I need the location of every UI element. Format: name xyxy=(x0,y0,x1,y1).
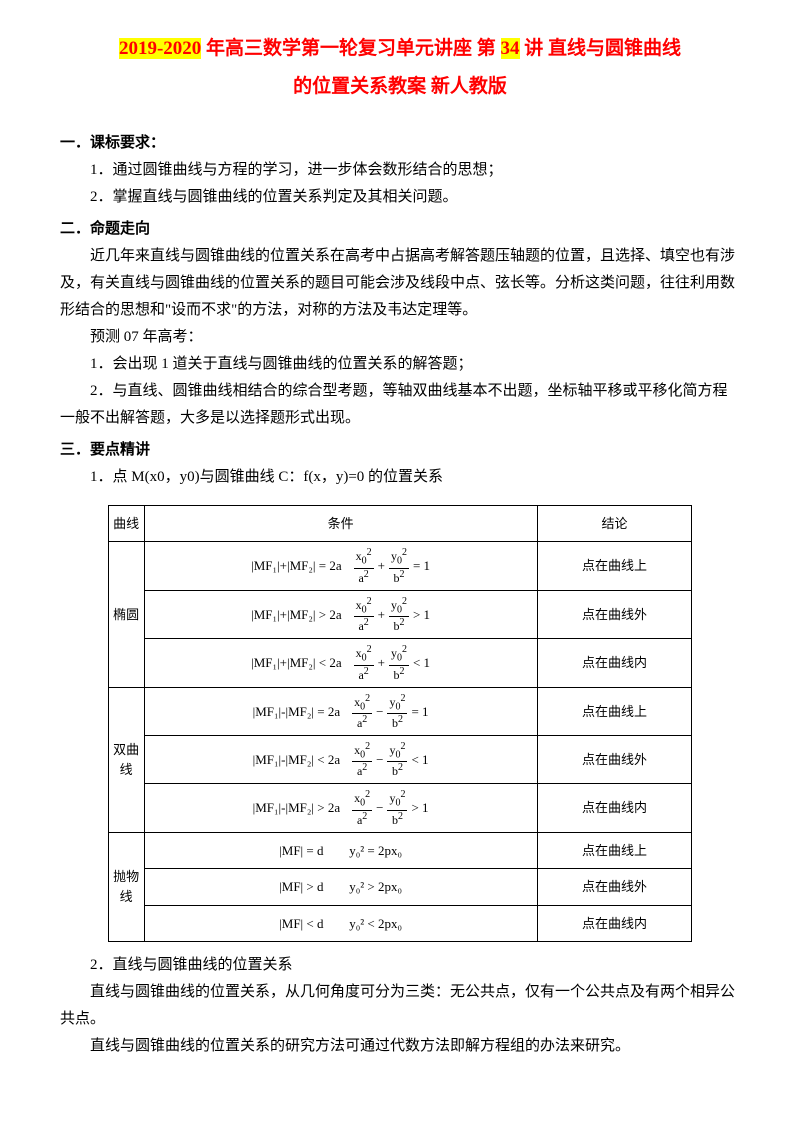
sec1-p2: 2．掌握直线与圆锥曲线的位置关系判定及其相关问题。 xyxy=(60,184,740,211)
th-condition: 条件 xyxy=(144,506,537,542)
sec2-p1: 近几年来直线与圆锥曲线的位置关系在高考中占据高考解答题压轴题的位置，且选择、填空… xyxy=(60,243,740,324)
table-row: 双曲线 |MF₁|-|MF₂| = 2a x02a2 − y02b2 = 1 点… xyxy=(108,687,692,735)
table-header-row: 曲线 条件 结论 xyxy=(108,506,692,542)
hyperbola-cond-1: |MF₁|-|MF₂| = 2a x02a2 − y02b2 = 1 xyxy=(144,687,537,735)
document-title: 2019-2020 年高三数学第一轮复习单元讲座 第 34 讲 直线与圆锥曲线 … xyxy=(60,30,740,106)
ellipse-lhs-1: |MF₁|+|MF₂| = 2a xyxy=(251,554,342,577)
parabola-rhs-2: y₀² > 2px₀ xyxy=(349,875,402,898)
parabola-cond-1: |MF| = d y₀² = 2px₀ xyxy=(144,832,537,868)
parabola-concl-3: 点在曲线内 xyxy=(537,905,692,941)
hyperbola-lhs-3: |MF₁|-|MF₂| > 2a xyxy=(253,796,340,819)
ellipse-cond-1: |MF₁|+|MF₂| = 2a x02a2 + y02b2 = 1 xyxy=(144,542,537,590)
parabola-concl-1: 点在曲线上 xyxy=(537,832,692,868)
table-row: |MF₁|+|MF₂| > 2a x02a2 + y02b2 > 1 点在曲线外 xyxy=(108,590,692,638)
hyperbola-cond-2: |MF₁|-|MF₂| < 2a x02a2 − y02b2 < 1 xyxy=(144,735,537,783)
section-2-head: 二．命题走向 xyxy=(60,216,740,243)
ellipse-lhs-3: |MF₁|+|MF₂| < 2a xyxy=(251,651,342,674)
curve-hyperbola: 双曲线 xyxy=(108,687,144,832)
parabola-lhs-2: |MF| > d xyxy=(279,875,323,898)
table-row: |MF| < d y₀² < 2px₀ 点在曲线内 xyxy=(108,905,692,941)
sec3-p1: 1．点 M(x0，y0)与圆锥曲线 C：f(x，y)=0 的位置关系 xyxy=(60,464,740,491)
parabola-concl-2: 点在曲线外 xyxy=(537,869,692,905)
parabola-rhs-1: y₀² = 2px₀ xyxy=(349,839,402,862)
section-3-head: 三．要点精讲 xyxy=(60,437,740,464)
ellipse-op-1: = 1 xyxy=(413,554,430,577)
sec4-p2: 直线与圆锥曲线的位置关系，从几何角度可分为三类：无公共点，仅有一个公共点及有两个… xyxy=(60,979,740,1033)
ellipse-cond-3: |MF₁|+|MF₂| < 2a x02a2 + y02b2 < 1 xyxy=(144,639,537,687)
title-line2: 的位置关系教案 新人教版 xyxy=(293,76,507,97)
title-hl-1: 2019-2020 xyxy=(119,38,201,59)
parabola-lhs-1: |MF| = d xyxy=(279,839,323,862)
title-hl-2: 34 xyxy=(501,38,520,59)
sec2-p3: 1．会出现 1 道关于直线与圆锥曲线的位置关系的解答题； xyxy=(60,351,740,378)
curve-ellipse: 椭圆 xyxy=(108,542,144,687)
table-row: 椭圆 |MF₁|+|MF₂| = 2a x02a2 + y02b2 = 1 点在… xyxy=(108,542,692,590)
ellipse-op-3: < 1 xyxy=(413,651,430,674)
parabola-cond-2: |MF| > d y₀² > 2px₀ xyxy=(144,869,537,905)
sec4-p3: 直线与圆锥曲线的位置关系的研究方法可通过代数方法即解方程组的办法来研究。 xyxy=(60,1033,740,1060)
section-1-head: 一．课标要求： xyxy=(60,130,740,157)
hyperbola-concl-2: 点在曲线外 xyxy=(537,735,692,783)
hyperbola-concl-1: 点在曲线上 xyxy=(537,687,692,735)
ellipse-concl-3: 点在曲线内 xyxy=(537,639,692,687)
curve-parabola: 抛物线 xyxy=(108,832,144,941)
th-curve: 曲线 xyxy=(108,506,144,542)
ellipse-lhs-2: |MF₁|+|MF₂| > 2a xyxy=(251,603,342,626)
th-conclusion: 结论 xyxy=(537,506,692,542)
hyperbola-op-2: < 1 xyxy=(411,748,428,771)
parabola-cond-3: |MF| < d y₀² < 2px₀ xyxy=(144,905,537,941)
hyperbola-cond-3: |MF₁|-|MF₂| > 2a x02a2 − y02b2 > 1 xyxy=(144,784,537,832)
hyperbola-op-1: = 1 xyxy=(411,700,428,723)
ellipse-cond-2: |MF₁|+|MF₂| > 2a x02a2 + y02b2 > 1 xyxy=(144,590,537,638)
table-row: 抛物线 |MF| = d y₀² = 2px₀ 点在曲线上 xyxy=(108,832,692,868)
title-p4: 讲 直线与圆锥曲线 xyxy=(520,38,682,59)
table-row: |MF₁|-|MF₂| > 2a x02a2 − y02b2 > 1 点在曲线内 xyxy=(108,784,692,832)
ellipse-concl-2: 点在曲线外 xyxy=(537,590,692,638)
ellipse-concl-1: 点在曲线上 xyxy=(537,542,692,590)
table-row: |MF₁|-|MF₂| < 2a x02a2 − y02b2 < 1 点在曲线外 xyxy=(108,735,692,783)
title-p2: 年高三数学第一轮复习单元讲座 第 xyxy=(201,38,500,59)
sec4-p1: 2．直线与圆锥曲线的位置关系 xyxy=(60,952,740,979)
hyperbola-op-3: > 1 xyxy=(411,796,428,819)
sec2-p4: 2．与直线、圆锥曲线相结合的综合型考题，等轴双曲线基本不出题，坐标轴平移或平移化… xyxy=(60,378,740,432)
hyperbola-lhs-2: |MF₁|-|MF₂| < 2a xyxy=(253,748,340,771)
parabola-rhs-3: y₀² < 2px₀ xyxy=(349,912,402,935)
hyperbola-concl-3: 点在曲线内 xyxy=(537,784,692,832)
table-row: |MF₁|+|MF₂| < 2a x02a2 + y02b2 < 1 点在曲线内 xyxy=(108,639,692,687)
ellipse-op-2: > 1 xyxy=(413,603,430,626)
sec2-p2: 预测 07 年高考： xyxy=(60,324,740,351)
table-row: |MF| > d y₀² > 2px₀ 点在曲线外 xyxy=(108,869,692,905)
hyperbola-lhs-1: |MF₁|-|MF₂| = 2a xyxy=(253,700,340,723)
position-table: 曲线 条件 结论 椭圆 |MF₁|+|MF₂| = 2a x02a2 + y02… xyxy=(108,505,693,942)
parabola-lhs-3: |MF| < d xyxy=(279,912,323,935)
sec1-p1: 1．通过圆锥曲线与方程的学习，进一步体会数形结合的思想； xyxy=(60,157,740,184)
